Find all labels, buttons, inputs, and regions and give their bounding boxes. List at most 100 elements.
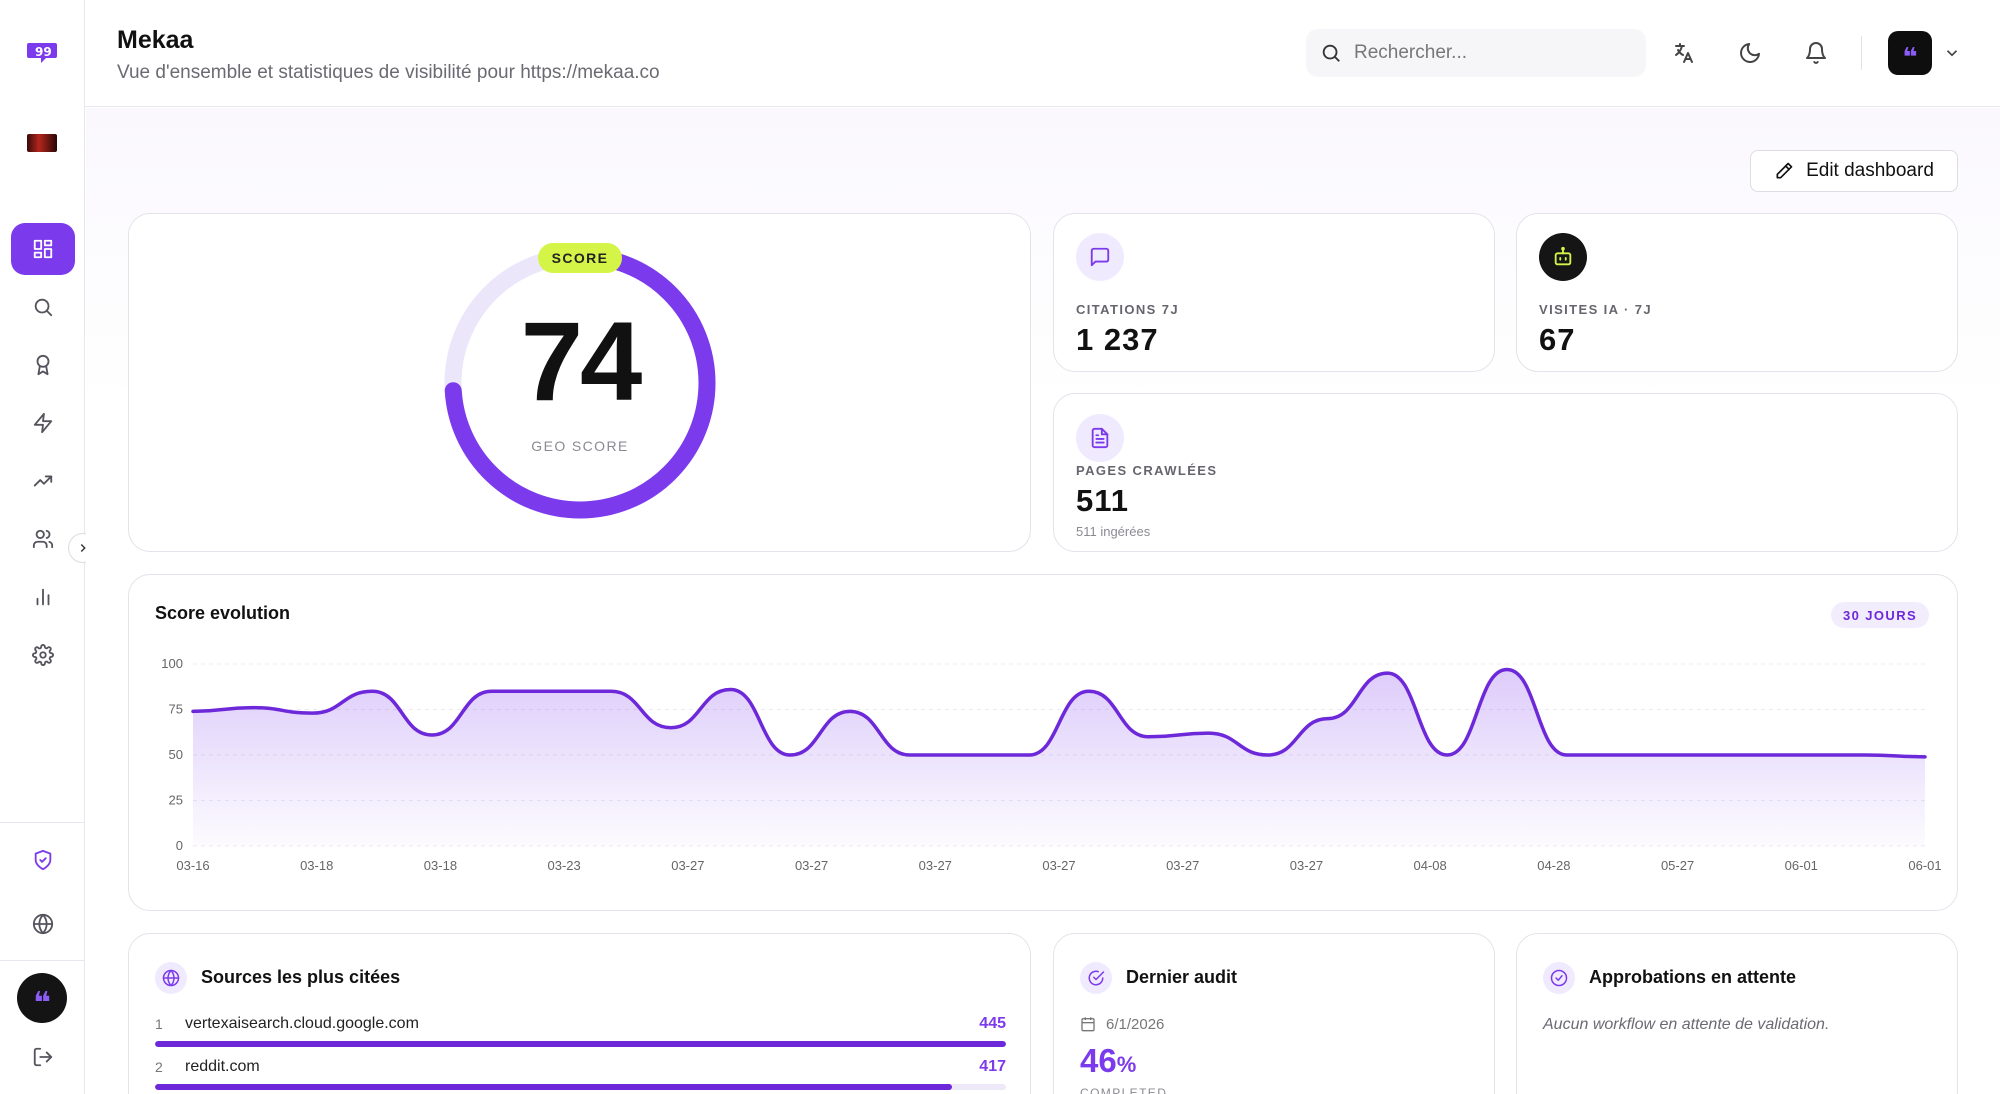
user-menu-toggle[interactable] <box>1943 44 1961 62</box>
kpi-icon-wrap <box>1539 233 1587 281</box>
theme-toggle-button[interactable] <box>1731 34 1769 72</box>
source-bar-fill <box>155 1041 1006 1047</box>
citations-label: CITATIONS 7J <box>1076 302 1179 317</box>
score-evolution-card: Score evolution 30 JOURS 0 25 50 75 100 03-16… <box>128 574 1958 911</box>
user-avatar[interactable]: ❝ <box>1888 31 1932 75</box>
sidebar-item-logout[interactable] <box>11 1031 75 1083</box>
crawled-pages-label: PAGES CRAWLÉES <box>1076 463 1218 478</box>
search-icon <box>34 298 53 317</box>
app-logo-icon[interactable]: 99 <box>27 40 57 64</box>
project-thumbnail[interactable] <box>27 134 57 152</box>
series-line <box>191 667 1927 759</box>
audit-date: 6/1/2026 <box>1106 1016 1165 1033</box>
sidebar-item-settings[interactable] <box>11 629 75 681</box>
notifications-button[interactable] <box>1797 34 1835 72</box>
page-title: Mekaa <box>117 26 194 54</box>
quote-logo-icon: ❝ <box>1902 43 1918 73</box>
crawled-pages-card: PAGES CRAWLÉES 511 511 ingérées <box>1053 393 1958 552</box>
geo-score-card: SCORE 74 GEO SCORE <box>128 213 1031 552</box>
sidebar-item-security[interactable] <box>11 834 75 886</box>
sidebar-divider <box>0 822 84 823</box>
audit-percent-sign: % <box>1116 1052 1137 1077</box>
quote-logo-icon: ❝ <box>33 986 51 1021</box>
source-rank: 2 <box>155 1059 163 1075</box>
x-tick-label: 06-01 <box>1785 858 1818 873</box>
ai-visits-label: VISITES IA · 7J <box>1539 302 1652 317</box>
score-pill: SCORE <box>538 243 622 273</box>
chart-title: Score evolution <box>155 603 291 623</box>
chevron-right-icon <box>80 544 86 552</box>
header-divider <box>1861 36 1862 70</box>
last-audit-card: Dernier audit 6/1/2026 46% COMPLETED <box>1053 933 1495 1094</box>
x-tick-label: 03-27 <box>795 858 828 873</box>
source-bar-track <box>155 1084 1006 1090</box>
gear-icon <box>32 644 54 666</box>
range-badge[interactable]: 30 JOURS <box>1831 602 1930 628</box>
sidebar-item-analytics[interactable] <box>11 571 75 623</box>
kpi-icon-wrap <box>1076 233 1124 281</box>
source-rank: 1 <box>155 1016 163 1032</box>
sidebar-item-awards[interactable] <box>11 339 75 391</box>
search-box[interactable] <box>1306 29 1646 77</box>
source-row[interactable]: 2 reddit.com 417 <box>155 1058 1006 1094</box>
edit-dashboard-label: Edit dashboard <box>1806 160 1934 181</box>
translate-button[interactable] <box>1665 34 1703 72</box>
sidebar-item-language[interactable] <box>11 898 75 950</box>
audit-percent-value: 46 <box>1080 1042 1117 1079</box>
calendar-icon <box>1081 1017 1095 1032</box>
bot-icon <box>1554 246 1572 266</box>
source-bar-track <box>155 1041 1006 1047</box>
page-subtitle: Vue d'ensemble et statistiques de visibi… <box>117 62 660 83</box>
pencil-icon <box>1776 162 1793 179</box>
crawled-pages-value: 511 <box>1076 483 1130 518</box>
users-icon <box>32 529 54 549</box>
score-value: 74 <box>520 299 643 424</box>
sidebar-item-dashboard[interactable] <box>11 223 75 275</box>
sidebar-item-actions[interactable] <box>11 397 75 449</box>
file-text-icon <box>1091 427 1109 449</box>
moon-icon <box>1740 43 1760 63</box>
x-tick-label: 03-27 <box>1042 858 1075 873</box>
source-name: reddit.com <box>185 1058 260 1075</box>
ai-visits-card: VISITES IA · 7J 67 <box>1516 213 1958 372</box>
search-icon <box>1322 44 1340 62</box>
source-count: 445 <box>979 1015 1006 1032</box>
sidebar-item-search[interactable] <box>11 281 75 333</box>
translate-icon <box>1675 43 1693 63</box>
source-bar-fill <box>155 1084 953 1090</box>
sidebar-item-users[interactable] <box>11 513 75 565</box>
x-tick-label: 04-28 <box>1537 858 1570 873</box>
top-sources-card: Sources les plus citées 1 vertexaisearch… <box>128 933 1031 1094</box>
x-tick-label: 03-27 <box>1290 858 1323 873</box>
crawled-pages-sub: 511 ingérées <box>1076 524 1151 539</box>
shield-check-icon <box>34 849 52 871</box>
source-count: 417 <box>979 1058 1006 1075</box>
logout-icon <box>33 1047 53 1067</box>
source-row[interactable]: 1 vertexaisearch.cloud.google.com 445 <box>155 1015 1006 1056</box>
globe-icon <box>32 913 54 935</box>
score-label: GEO SCORE <box>531 438 629 454</box>
x-tick-label: 03-18 <box>300 858 333 873</box>
lightning-icon <box>33 412 53 434</box>
y-tick-label: 75 <box>169 702 183 717</box>
audit-status: COMPLETED <box>1080 1086 1168 1094</box>
source-name: vertexaisearch.cloud.google.com <box>185 1015 419 1032</box>
award-icon <box>36 354 50 376</box>
calendar-icon-wrap <box>1080 1016 1096 1032</box>
check-badge-icon <box>1088 970 1105 986</box>
x-tick-label: 06-01 <box>1908 858 1941 873</box>
card-icon-wrap <box>1543 962 1575 994</box>
bar-chart-icon <box>36 588 50 606</box>
audit-percent: 46% <box>1080 1042 1136 1080</box>
card-icon-wrap <box>1080 962 1112 994</box>
edit-dashboard-button[interactable]: Edit dashboard <box>1750 150 1958 192</box>
y-tick-label: 25 <box>169 793 183 808</box>
approvals-title: Approbations en attente <box>1589 967 1797 987</box>
search-input[interactable] <box>1354 42 1624 64</box>
sidebar-item-trends[interactable] <box>11 455 75 507</box>
pending-approvals-card: Approbations en attente Aucun workflow e… <box>1516 933 1958 1094</box>
x-tick-label: 03-23 <box>548 858 581 873</box>
y-tick-label: 0 <box>176 838 183 853</box>
grid-icon <box>33 239 53 259</box>
sidebar-avatar[interactable]: ❝ <box>17 973 67 1023</box>
